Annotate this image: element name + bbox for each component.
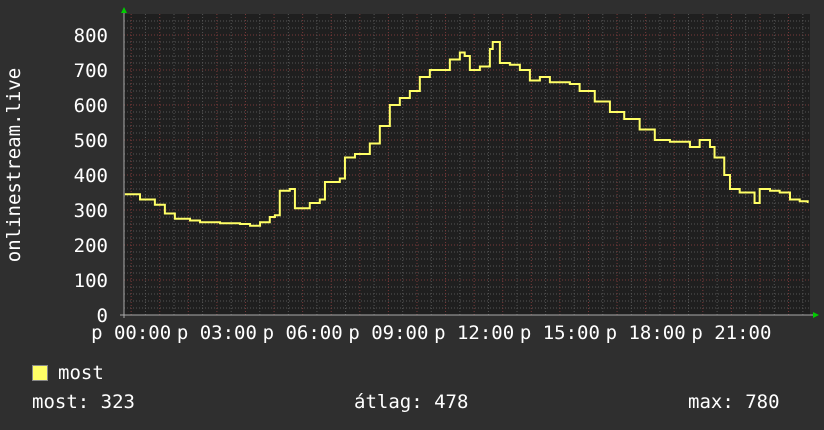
y-tick-label: 600	[74, 95, 108, 117]
y-axis-label: onlinestream.live	[3, 68, 25, 262]
plot-area	[124, 14, 810, 315]
x-tick-label: p 03:00	[177, 322, 257, 344]
x-axis: p 00:00 p 03:00 p 06:00 p 09:00 p 12:00 p 15:…	[91, 322, 771, 344]
y-tick-label: 500	[74, 130, 108, 152]
x-tick-label: p 12:00	[434, 322, 514, 344]
y-tick-label: 700	[74, 60, 108, 82]
legend-label-most: most	[58, 362, 104, 384]
series-line-most	[124, 41, 809, 227]
x-axis-arrow-icon	[813, 312, 819, 318]
x-tick-label: p 00:00	[91, 322, 171, 344]
legend-swatch-most	[32, 365, 48, 381]
y-tick-label: 0	[97, 305, 108, 327]
x-tick-label: p 21:00	[691, 322, 771, 344]
y-axis: 0 100 200 300 400 500 600 700 800	[74, 25, 108, 327]
y-tick-label: 400	[74, 165, 108, 187]
y-tick-label: 300	[74, 200, 108, 222]
stat-max: max: 780	[688, 391, 780, 413]
y-axis-arrow-icon	[121, 7, 127, 13]
x-tick-label: p 09:00	[348, 322, 428, 344]
y-tick-label: 200	[74, 235, 108, 257]
x-tick-label: p 15:00	[520, 322, 600, 344]
x-tick-label: p 06:00	[263, 322, 343, 344]
legend: most	[32, 362, 104, 384]
x-tick-label: p 18:00	[606, 322, 686, 344]
stat-average: átlag: 478	[354, 391, 469, 413]
grid	[124, 14, 810, 316]
stat-current: most: 323	[32, 391, 135, 413]
y-tick-label: 100	[74, 270, 108, 292]
y-tick-label: 800	[74, 25, 108, 47]
